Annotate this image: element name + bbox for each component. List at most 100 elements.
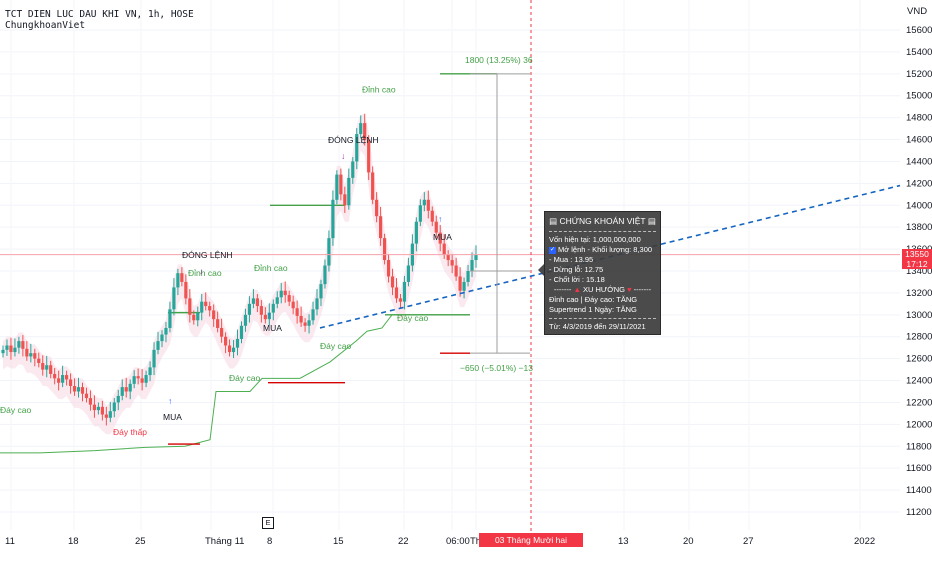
candle-body	[434, 221, 438, 233]
price-tick-label: 11800	[906, 441, 932, 452]
trend-title: ------- ▲ XU HƯỚNG ♥ -------	[553, 285, 652, 294]
candle-body	[402, 281, 407, 302]
annotation-dong-lenh: ĐÓNG LỆNH	[182, 250, 233, 260]
buy-arrow-icon: ↑	[267, 310, 271, 320]
candle-body	[299, 315, 303, 323]
candle-body	[53, 373, 57, 379]
price-tick-label: 13200	[906, 288, 932, 299]
candle-body	[172, 287, 176, 310]
candle-body	[386, 260, 391, 277]
candle-body	[68, 379, 73, 387]
candle-body	[359, 123, 363, 135]
open-order-text: Mở lệnh - Khối lượng: 8,300	[558, 245, 653, 254]
candle-body	[287, 295, 291, 302]
annotation-mua: MUA	[433, 232, 452, 242]
info-panel: ▤ CHỨNG KHOÁN VIỆT ▤ Vốn hiện tại: 1,000…	[544, 211, 661, 335]
candle-body	[204, 301, 208, 307]
candle-body	[414, 221, 418, 244]
price-tick-label: 14600	[906, 135, 932, 146]
candle-body	[152, 349, 156, 368]
price-tick-label: 13000	[906, 310, 932, 321]
trend-line-1: Đỉnh cao | Đáy cao: TĂNG	[549, 295, 638, 304]
supertrend-line	[0, 314, 470, 454]
candle-body	[112, 402, 116, 412]
time-tick-label: 06:00	[446, 536, 470, 547]
annotations-group: 1800 (13.25%) 36 −650 (−5.01%) −13 Đỉnh ca…	[0, 55, 533, 437]
candle-body	[450, 260, 454, 266]
candle-body	[470, 260, 474, 271]
candle-body	[88, 398, 93, 405]
candle-body	[327, 238, 331, 266]
candle-body	[216, 319, 220, 328]
candle-body	[57, 378, 61, 383]
candle-body	[279, 290, 283, 298]
candle-body	[136, 376, 140, 379]
candle-body	[239, 325, 244, 339]
time-tick-label: 11	[5, 536, 15, 547]
candle-body	[49, 365, 53, 374]
candle-body	[140, 378, 144, 383]
candle-body	[144, 375, 148, 383]
annotation-day-cao: Đáy cao	[320, 341, 351, 351]
candle-body	[398, 298, 403, 302]
time-tick-label: Thá	[470, 536, 487, 547]
measure-bottom-label: −650 (−5.01%) −13	[460, 363, 533, 373]
currency-label: VND	[907, 6, 927, 17]
candle-body	[148, 367, 152, 376]
checkbox-icon: ✓	[549, 246, 556, 254]
measure-top-label: 1800 (13.25%) 36	[465, 55, 533, 65]
last-price-tag: 13550 17:12	[902, 249, 932, 269]
candle-body	[124, 387, 128, 392]
candle-body	[13, 347, 17, 353]
candle-body	[227, 345, 232, 353]
indicator-name: ChungkhoanViet	[5, 20, 86, 31]
buy-arrow-icon: ↑	[438, 214, 442, 224]
price-tick-label: 12600	[906, 354, 932, 365]
candle-body	[29, 353, 33, 357]
candle-body	[315, 298, 319, 310]
buy-arrow-icon: ↑	[168, 396, 172, 406]
time-tick-label: 25	[135, 536, 146, 547]
candle-body	[223, 336, 228, 346]
price-tick-label: 13400	[906, 266, 932, 277]
annotation-mua: MUA	[163, 412, 182, 422]
candle-body	[339, 174, 343, 195]
earnings-event-marker[interactable]: E	[262, 517, 274, 529]
candle-body	[394, 287, 399, 299]
open-order-line: ✓ Mở lệnh - Khối lượng: 8,300	[549, 245, 656, 255]
candle-body	[418, 205, 422, 222]
candle-body	[303, 322, 307, 326]
candle-body	[104, 414, 108, 418]
chart-icon: ▤	[549, 216, 558, 226]
last-price-value: 13550	[905, 249, 929, 259]
range-line: Từ: 4/3/2019 đến 29/11/2021	[549, 322, 646, 331]
candle-body	[363, 123, 367, 140]
candle-body	[21, 341, 25, 349]
candle-body	[422, 199, 426, 206]
symbol-title: TCT DIEN LUC DAU KHI VN, 1h, HOSE	[5, 9, 194, 20]
price-tick-label: 11600	[906, 463, 932, 474]
candle-body	[406, 265, 411, 282]
candle-body	[72, 386, 77, 392]
candle-body	[271, 303, 275, 313]
candle-body	[61, 375, 65, 383]
price-tick-label: 15000	[906, 91, 932, 102]
candle-body	[438, 232, 442, 244]
candle-body	[80, 387, 85, 394]
candle-body	[220, 327, 224, 337]
candle-body	[17, 341, 21, 348]
candle-body	[311, 309, 315, 321]
time-tick-label: Tháng 11	[205, 536, 244, 547]
candle-body	[458, 276, 462, 291]
candle-body	[382, 238, 387, 261]
candle-body	[243, 314, 248, 326]
time-tick-label: 8	[267, 536, 272, 547]
buy-line: - Mua : 13.95	[549, 255, 594, 264]
candle-body	[25, 348, 29, 357]
up-triangle-icon: ▲	[573, 285, 581, 294]
candle-body	[367, 139, 371, 173]
time-tick-label: 27	[743, 536, 754, 547]
candle-body	[156, 341, 160, 350]
stop-line: - Dừng lỗ: 12.75	[549, 265, 604, 274]
